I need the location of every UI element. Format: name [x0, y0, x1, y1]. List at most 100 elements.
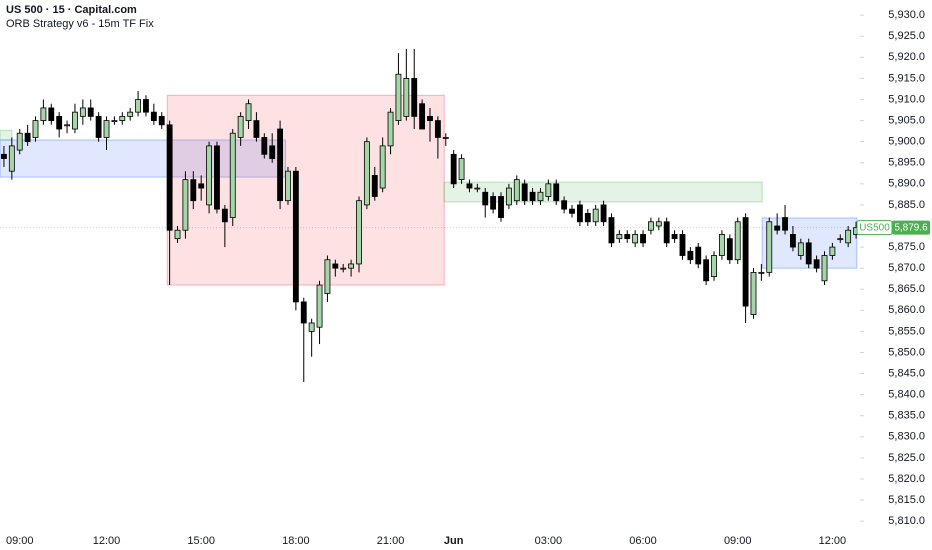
- chart-title: US 500 · 15 · Capital.com: [6, 4, 137, 16]
- candle-body: [450, 153, 457, 185]
- candle-body: [703, 259, 710, 282]
- candle-body: [324, 259, 331, 294]
- y-tick-label: 5,860.0: [888, 304, 925, 316]
- candle-body: [813, 259, 820, 269]
- y-tick-label: 5,830.0: [888, 431, 925, 443]
- candle-body: [655, 221, 662, 227]
- x-tick-label: Jun: [444, 535, 464, 547]
- candle-body: [229, 132, 236, 218]
- y-tick-label: 5,810.0: [888, 515, 925, 527]
- candle-body: [553, 183, 560, 202]
- y-tick-label: 5,845.0: [888, 367, 925, 379]
- candle-body: [119, 115, 126, 121]
- x-tick-label: 09:00: [724, 535, 752, 547]
- y-tick-label: 5,890.0: [888, 178, 925, 190]
- candle-body: [687, 250, 694, 261]
- orb-zone: [166, 94, 445, 286]
- y-tick-label: 5,870.0: [888, 262, 925, 274]
- candle-body: [837, 238, 844, 241]
- y-tick-label: 5,820.0: [888, 473, 925, 485]
- candle-body: [663, 221, 670, 244]
- y-tick-label: 5,900.0: [888, 136, 925, 148]
- x-tick-label: 21:00: [377, 535, 405, 547]
- x-tick-label: 12:00: [819, 535, 847, 547]
- candle-body: [632, 234, 639, 244]
- candle-body: [308, 322, 315, 332]
- y-tick-label: 5,930.0: [888, 9, 925, 21]
- y-tick-label: 5,875.0: [888, 241, 925, 253]
- y-tick-label: 5,895.0: [888, 157, 925, 169]
- y-tick-label: 5,920.0: [888, 51, 925, 63]
- x-tick-label: 09:00: [6, 535, 34, 547]
- candle-body: [561, 200, 568, 210]
- candle-body: [8, 145, 15, 172]
- last-price-box: [892, 220, 930, 235]
- candle-body: [166, 124, 173, 231]
- x-tick-label: 15:00: [187, 535, 215, 547]
- candle-body: [395, 73, 402, 121]
- candle-body: [442, 137, 449, 139]
- orb-zone: [0, 129, 13, 141]
- candle-body: [182, 179, 189, 231]
- candle-body: [269, 145, 276, 159]
- candle-body: [32, 120, 39, 138]
- y-tick-label: 5,925.0: [888, 30, 925, 42]
- candle-body: [206, 145, 213, 206]
- candle-body: [624, 234, 631, 240]
- candle-body: [221, 208, 228, 223]
- candle-body: [640, 234, 646, 244]
- candle-body: [411, 78, 418, 117]
- candle-body: [805, 242, 812, 265]
- x-tick-label: 06:00: [629, 535, 657, 547]
- candle-body: [24, 132, 31, 143]
- candle-body: [95, 115, 102, 138]
- candle-body: [332, 263, 339, 269]
- candle-body: [821, 255, 828, 282]
- last-price-name: US500: [859, 222, 890, 233]
- orb-zone: [0, 139, 287, 178]
- x-tick-label: 03:00: [535, 535, 563, 547]
- candle-body: [797, 242, 804, 256]
- candle-body: [158, 115, 165, 126]
- candle-body: [427, 115, 433, 121]
- y-tick-label: 5,855.0: [888, 325, 925, 337]
- candle-body: [782, 217, 788, 231]
- candle-body: [371, 175, 378, 197]
- candle-body: [592, 208, 599, 223]
- candle-body: [292, 170, 299, 303]
- candle-body: [458, 158, 465, 181]
- y-tick-label: 5,885.0: [888, 199, 925, 211]
- candle-body: [387, 111, 394, 147]
- candle-body: [419, 103, 426, 130]
- candle-body: [576, 204, 583, 223]
- candle-body: [758, 271, 765, 274]
- candle-body: [466, 183, 473, 189]
- candle-body: [214, 145, 220, 210]
- candle-body: [490, 196, 497, 210]
- candle-body: [261, 137, 268, 155]
- y-tick-label: 5,840.0: [888, 389, 925, 401]
- candle-body: [190, 179, 197, 202]
- candle-body: [64, 124, 70, 127]
- candle-body: [529, 191, 536, 202]
- candle-body: [379, 145, 386, 189]
- candle-body: [498, 196, 504, 218]
- candle-body: [135, 99, 141, 113]
- candle-body: [482, 191, 489, 206]
- candle-body: [253, 120, 260, 138]
- last-price-label: 5,879.6: [894, 222, 928, 233]
- x-tick-label: 18:00: [282, 535, 310, 547]
- candle-body: [127, 111, 134, 117]
- candle-body: [300, 301, 307, 324]
- candle-body: [56, 115, 63, 130]
- candle-body: [79, 107, 86, 117]
- candle-body: [647, 221, 654, 231]
- y-tick-label: 5,825.0: [888, 452, 925, 464]
- candle-body: [829, 246, 836, 256]
- candle-body: [671, 234, 678, 240]
- candle-body: [569, 208, 575, 214]
- candle-body: [695, 246, 702, 265]
